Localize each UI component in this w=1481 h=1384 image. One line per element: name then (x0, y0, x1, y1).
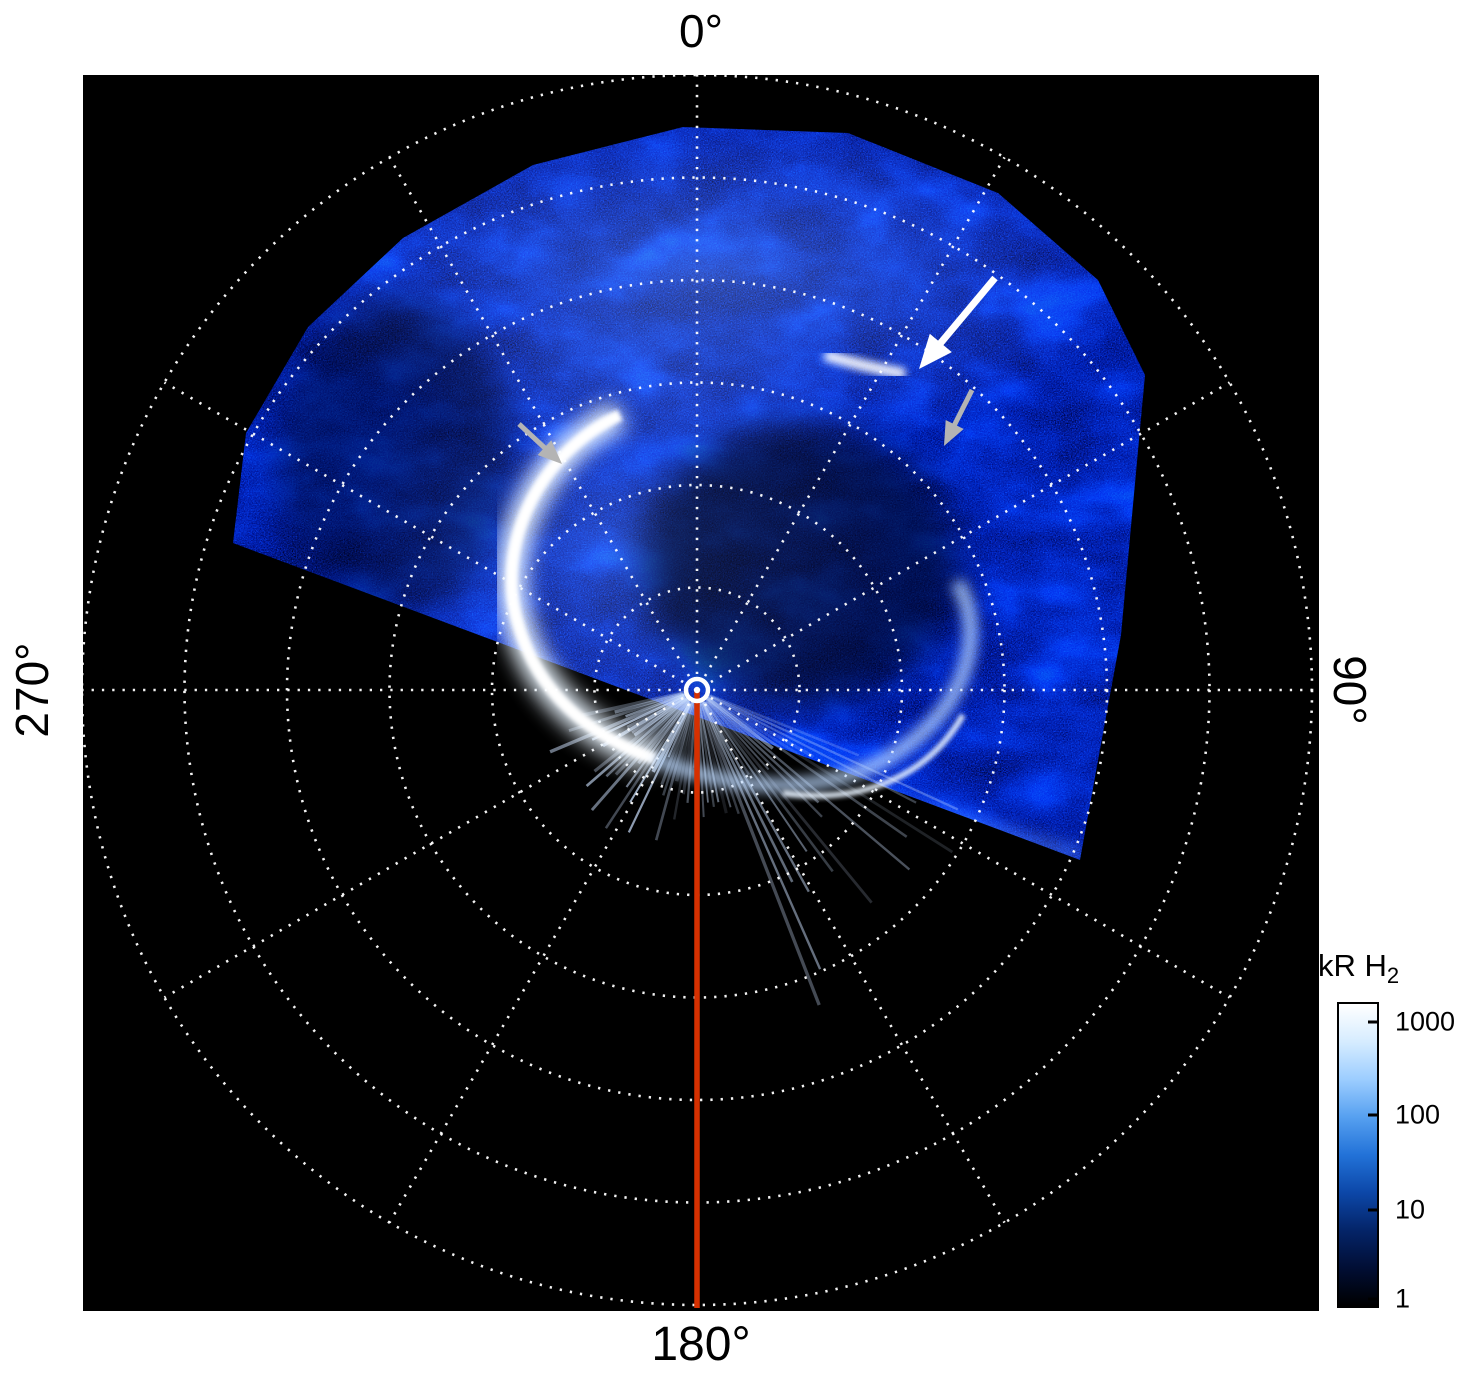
angle-label-90: 90° (1324, 655, 1376, 725)
angle-label-270: 270° (6, 642, 58, 738)
limb-streak (698, 702, 728, 814)
limb-streak (708, 694, 959, 811)
grid-circle (285, 278, 1109, 1102)
arrow-annotation-shaft-icon (936, 275, 998, 347)
limb-streak (627, 703, 692, 833)
colorbar-tick (1368, 1020, 1379, 1024)
limb-streak (704, 700, 873, 904)
limb-streak (625, 698, 692, 788)
limb-streak (614, 692, 684, 714)
limb-streak (701, 701, 822, 970)
colorbar-label-subscript: 2 (1386, 963, 1400, 989)
grid-radial-line (388, 703, 691, 1224)
limb-streak (704, 701, 808, 852)
colorbar-label-text: kR H (1318, 948, 1387, 983)
grid-circle (388, 381, 1006, 999)
colorbar-tick-label: 1 (1395, 1283, 1411, 1314)
pole-marker-dot (693, 686, 701, 694)
angle-label-180: 180° (651, 1318, 751, 1371)
grid-radial-line (710, 696, 1231, 999)
bright-spot (823, 349, 906, 380)
limb-streak (698, 702, 720, 803)
colorbar-tick-label: 100 (1395, 1099, 1441, 1130)
limb-streak (626, 695, 685, 729)
arrow-annotation-icon (944, 420, 964, 446)
arrow-annotation-icon (919, 333, 952, 369)
limb-streak (549, 693, 686, 754)
polar-plot-panel (83, 75, 1319, 1311)
angle-label-0: 0° (679, 5, 723, 57)
limb-streak (702, 701, 794, 883)
secondary-arc (652, 578, 978, 793)
polar-plot (83, 75, 1319, 1311)
grid-radial-line (388, 156, 691, 677)
colorbar: 1000 100 10 1 (1337, 1002, 1481, 1313)
grid-radial-line (703, 156, 1006, 677)
limb-streak (706, 701, 770, 771)
limb-streak (697, 701, 715, 808)
limb-streak (682, 705, 697, 795)
colorbar-ticks: 1000 100 10 1 (1337, 1002, 1481, 1313)
limb-streak (700, 702, 821, 1006)
limb-streak (633, 696, 688, 737)
grid-radial-line (703, 703, 1006, 1224)
limb-streak (699, 700, 740, 815)
limb-streak (709, 694, 860, 757)
limb-streak (697, 704, 709, 803)
pole-marker (683, 676, 711, 704)
colorbar-label: kR H2 (1318, 948, 1399, 989)
arrow-annotation-shaft-icon (517, 422, 548, 451)
colorbar-gradient (1337, 1002, 1379, 1308)
limb-streak (703, 694, 774, 750)
annotation-arrows (517, 275, 998, 464)
grid-radial-line (710, 381, 1231, 684)
limb-streak (673, 704, 696, 820)
colorbar-tick-label: 1000 (1395, 1006, 1456, 1037)
limb-streak (706, 694, 815, 759)
limb-streak (699, 702, 732, 808)
arrow-annotation-icon (537, 440, 562, 464)
grid-circle (490, 483, 904, 897)
grid-circle (593, 586, 801, 794)
limb-streak (605, 698, 688, 778)
arrow-annotation-shaft-icon (951, 388, 975, 428)
colorbar-tick-label: 10 (1395, 1194, 1426, 1225)
colorbar-tick (1368, 1113, 1379, 1117)
colorbar-tick (1368, 1208, 1379, 1212)
limb-streak (629, 701, 691, 803)
secondary-arc-core (782, 713, 966, 799)
limb-streak (706, 696, 908, 838)
limb-streak (581, 690, 688, 717)
grid-radial-line (163, 381, 684, 684)
grid-radial-line (163, 696, 684, 999)
limb-streak (662, 700, 695, 796)
limb-streak (625, 693, 686, 718)
colorbar-tick (1368, 1297, 1379, 1301)
